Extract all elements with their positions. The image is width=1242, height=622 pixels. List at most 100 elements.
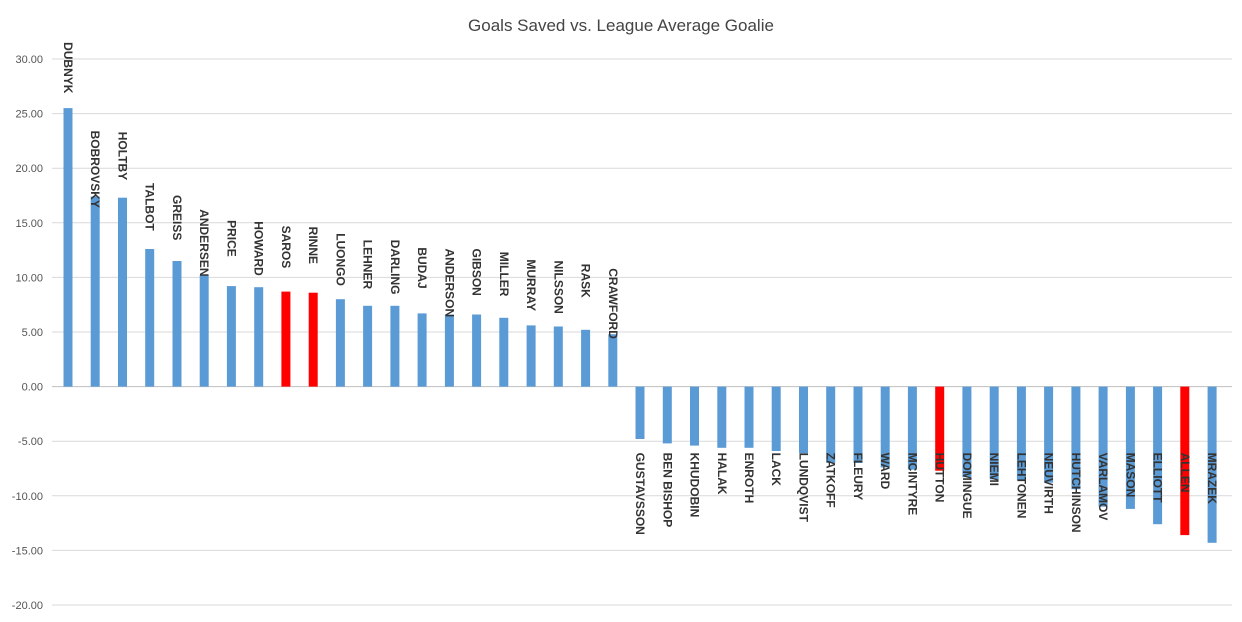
bar-mason	[1125, 386, 1135, 509]
bar-label: MASON	[1123, 453, 1137, 498]
bar-dubnyk	[63, 108, 73, 387]
bar-label: GUSTAVSSON	[633, 453, 647, 535]
bar-label: LEHTONEN	[1014, 453, 1028, 519]
bar-hutchinson	[1071, 386, 1081, 490]
bar-label: GIBSON	[470, 249, 484, 296]
bar-label: HUTTON	[933, 453, 947, 503]
bar-hutton	[935, 386, 945, 471]
bar-zatkoff	[826, 386, 836, 463]
bar-elliott	[1153, 386, 1163, 525]
bar-label: KHUDOBIN	[688, 453, 702, 518]
y-tick-label: 0.00	[22, 382, 43, 394]
bar-label: ANDERSON	[442, 249, 456, 318]
bar-label: DUBNYK	[61, 42, 75, 94]
bar-label: FLEURY	[851, 453, 865, 501]
bar-lack	[771, 386, 781, 451]
y-tick-label: -15.00	[12, 545, 43, 557]
bar-label: NIEMI	[987, 453, 1001, 486]
bar-label: HOLTBY	[116, 132, 130, 180]
bar-mrazek	[1207, 386, 1217, 543]
bar-label: DOMINGUE	[960, 453, 974, 519]
y-tick-label: 30.00	[15, 54, 43, 66]
bar-anderson	[444, 314, 454, 387]
bar-budaj	[417, 313, 427, 387]
bar-holtby	[118, 197, 127, 387]
bar-howard	[254, 287, 264, 387]
bar-label: RASK	[579, 264, 593, 298]
bar-gibson	[472, 314, 482, 387]
bar-label: ENROTH	[742, 453, 756, 504]
bar-label: CRAWFORD	[606, 268, 620, 339]
bar-label: HOWARD	[252, 221, 266, 276]
bar-talbot	[145, 249, 155, 387]
bar-label: NILSSON	[551, 261, 565, 314]
bar-rask	[581, 329, 591, 387]
bar-lehner	[363, 305, 373, 387]
bar-label: HALAK	[715, 453, 729, 495]
bar-label: LEHNER	[361, 240, 375, 290]
bar-label: NEUVIRTH	[1042, 453, 1056, 514]
bar-label: TALBOT	[143, 183, 157, 231]
bar-label: LUNDQVIST	[797, 453, 811, 523]
bar-label: HUTCHINSON	[1069, 453, 1083, 533]
bar-allen	[1180, 386, 1190, 536]
bar-label: DARLING	[388, 240, 402, 295]
bar-khudobin	[690, 386, 699, 446]
bar-label: RINNE	[306, 227, 320, 264]
bar-label: ALLEN	[1178, 453, 1192, 493]
bar-gustavsson	[635, 386, 645, 439]
bar-label: LUONGO	[333, 233, 347, 286]
bar-label: MRAZEK	[1205, 453, 1219, 505]
bar-nilsson	[553, 326, 563, 387]
bar-ward	[880, 386, 890, 468]
bar-greiss	[172, 261, 182, 387]
y-tick-label: -20.00	[12, 600, 43, 612]
bar-price	[226, 286, 236, 387]
y-tick-label: 5.00	[22, 327, 43, 339]
bar-domingue	[962, 386, 972, 478]
bars	[63, 108, 1217, 543]
bar-murray	[526, 325, 536, 387]
bar-mcintyre	[907, 386, 917, 470]
bar-halak	[717, 386, 727, 448]
y-tick-label: 20.00	[15, 163, 43, 175]
y-tick-label: 15.00	[15, 218, 43, 230]
bar-label: WARD	[878, 453, 892, 490]
bar-label: PRICE	[224, 220, 238, 257]
bar-label: BUDAJ	[415, 247, 429, 288]
bar-lehtonen	[1016, 386, 1026, 481]
y-tick-label: -5.00	[18, 436, 43, 448]
y-tick-label: -10.00	[12, 491, 43, 503]
bar-labels: DUBNYK BOBROVSKY HOLTBY TALBOT GREISS ANDERSE…	[61, 42, 1219, 535]
bar-andersen	[199, 275, 209, 387]
bar-label: ZATKOFF	[824, 453, 838, 508]
bar-neuvirth	[1044, 386, 1054, 483]
chart-title: Goals Saved vs. League Average Goalie	[468, 16, 774, 35]
bar-label: ANDERSEN	[197, 209, 211, 276]
bar-label: VARLAMOV	[1096, 453, 1110, 521]
bar-label: BOBROVSKY	[88, 131, 102, 208]
bar-crawford	[608, 334, 618, 387]
bar-enroth	[744, 386, 754, 448]
bar-label: LACK	[769, 453, 783, 487]
bar-rinne	[308, 292, 318, 387]
bar-label: MURRAY	[524, 259, 538, 311]
bar-saros	[281, 291, 291, 387]
bar-fleury	[853, 386, 863, 463]
bar-ben-bishop	[662, 386, 672, 444]
y-tick-label: 25.00	[15, 109, 43, 121]
bar-label: ELLIOTT	[1151, 453, 1165, 504]
bar-niemi	[989, 386, 999, 480]
bar-label: MCINTYRE	[905, 453, 919, 516]
bar-label: BEN BISHOP	[660, 453, 674, 528]
bar-darling	[390, 305, 400, 387]
bar-bobrovsky	[90, 196, 100, 387]
bar-label: MILLER	[497, 252, 511, 297]
bar-label: GREISS	[170, 195, 184, 240]
bar-miller	[499, 317, 509, 387]
bar-luongo	[335, 299, 345, 387]
bar-varlamov	[1098, 386, 1108, 507]
bar-lundqvist	[799, 386, 808, 454]
